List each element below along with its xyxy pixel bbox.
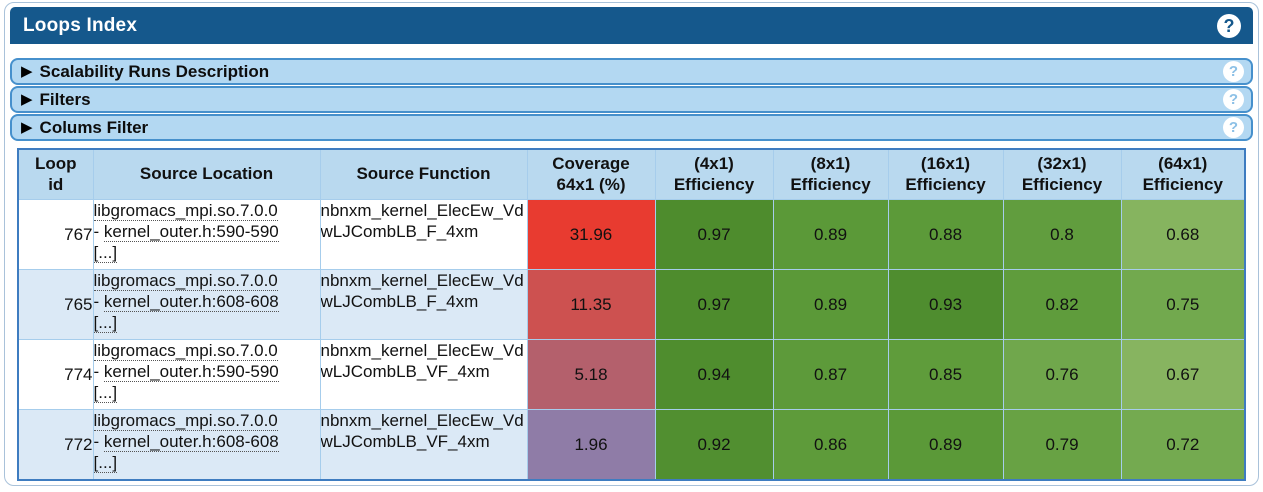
module-link[interactable]: libgromacs_mpi.so.7.0.0 (93, 271, 278, 291)
coverage-cell: 1.96 (526, 409, 656, 481)
line-prefix: - (93, 292, 104, 311)
panel-label: Filters (39, 89, 91, 109)
loops-index-widget: Loops Index ? ▶ Scalability Runs Descrip… (4, 2, 1259, 486)
expand-arrow-icon: ▶ (21, 119, 33, 136)
efficiency-4x1-cell: 0.97 (654, 269, 774, 340)
efficiency-4x1-cell: 0.92 (654, 409, 774, 481)
more-locations-link[interactable]: [...] (93, 313, 118, 333)
efficiency-32x1-cell: 0.82 (1002, 269, 1122, 340)
source-line-link[interactable]: kernel_outer.h:590-590 (103, 362, 279, 382)
panel-scalability-runs-description[interactable]: ▶ Scalability Runs Description ? (10, 58, 1253, 85)
table-row: 765 libgromacs_mpi.so.7.0.0 - kernel_out… (17, 269, 1246, 340)
more-locations-link[interactable]: [...] (93, 243, 118, 263)
column-header-source-location: Source Location (92, 148, 321, 200)
source-function-cell: nbnxm_kernel_ElecEw_VdwLJCombLB_F_4xm (319, 199, 528, 270)
loop-id-cell: 767 (17, 199, 94, 270)
column-header-16x1-efficiency: (16x1) Efficiency (887, 148, 1004, 200)
widget-title-bar: Loops Index ? (10, 7, 1253, 44)
loop-id-cell: 772 (17, 409, 94, 481)
source-location-cell: libgromacs_mpi.so.7.0.0 - kernel_outer.h… (92, 339, 321, 410)
line-prefix: - (93, 222, 104, 241)
efficiency-64x1-cell: 0.72 (1120, 409, 1246, 481)
efficiency-32x1-cell: 0.76 (1002, 339, 1122, 410)
line-prefix: - (93, 362, 104, 381)
efficiency-8x1-cell: 0.87 (772, 339, 889, 410)
efficiency-8x1-cell: 0.89 (772, 199, 889, 270)
column-header-4x1-efficiency: (4x1) Efficiency (654, 148, 774, 200)
efficiency-8x1-cell: 0.89 (772, 269, 889, 340)
help-icon[interactable]: ? (1223, 117, 1244, 138)
panel-label: Scalability Runs Description (39, 61, 270, 81)
help-icon[interactable]: ? (1217, 13, 1241, 38)
panel-filters[interactable]: ▶ Filters ? (10, 86, 1253, 113)
coverage-cell: 5.18 (526, 339, 656, 410)
panel-label: Colums Filter (39, 117, 149, 137)
expand-arrow-icon: ▶ (21, 63, 33, 80)
module-link[interactable]: libgromacs_mpi.so.7.0.0 (93, 411, 278, 431)
expand-arrow-icon: ▶ (21, 91, 33, 108)
line-prefix: - (93, 432, 104, 451)
loop-id-cell: 774 (17, 339, 94, 410)
efficiency-16x1-cell: 0.93 (887, 269, 1004, 340)
column-header-8x1-efficiency: (8x1) Efficiency (772, 148, 889, 200)
coverage-cell: 11.35 (526, 269, 656, 340)
more-locations-link[interactable]: [...] (93, 383, 118, 403)
loops-table: Loop id Source Location Source Function … (17, 148, 1246, 481)
table-header-row: Loop id Source Location Source Function … (17, 148, 1246, 200)
source-line-link[interactable]: kernel_outer.h:590-590 (103, 222, 279, 242)
source-location-cell: libgromacs_mpi.so.7.0.0 - kernel_outer.h… (92, 409, 321, 481)
help-icon[interactable]: ? (1223, 89, 1244, 110)
panel-header-left: ▶ Filters (21, 90, 91, 110)
source-function-cell: nbnxm_kernel_ElecEw_VdwLJCombLB_VF_4xm (319, 409, 528, 481)
source-location-cell: libgromacs_mpi.so.7.0.0 - kernel_outer.h… (92, 199, 321, 270)
loop-id-cell: 765 (17, 269, 94, 340)
efficiency-64x1-cell: 0.68 (1120, 199, 1246, 270)
column-header-loop-id: Loop id (17, 148, 94, 200)
source-function-cell: nbnxm_kernel_ElecEw_VdwLJCombLB_VF_4xm (319, 339, 528, 410)
module-link[interactable]: libgromacs_mpi.so.7.0.0 (93, 341, 278, 361)
efficiency-16x1-cell: 0.85 (887, 339, 1004, 410)
table-row: 774 libgromacs_mpi.so.7.0.0 - kernel_out… (17, 339, 1246, 410)
panel-header-left: ▶ Colums Filter (21, 118, 148, 138)
more-locations-link[interactable]: [...] (93, 453, 118, 473)
efficiency-64x1-cell: 0.75 (1120, 269, 1246, 340)
module-link[interactable]: libgromacs_mpi.so.7.0.0 (93, 201, 278, 221)
efficiency-16x1-cell: 0.88 (887, 199, 1004, 270)
source-line-link[interactable]: kernel_outer.h:608-608 (103, 292, 279, 312)
column-header-64x1-efficiency: (64x1) Efficiency (1120, 148, 1246, 200)
efficiency-8x1-cell: 0.86 (772, 409, 889, 481)
help-icon[interactable]: ? (1223, 61, 1244, 82)
source-location-cell: libgromacs_mpi.so.7.0.0 - kernel_outer.h… (92, 269, 321, 340)
efficiency-32x1-cell: 0.8 (1002, 199, 1122, 270)
panel-header-left: ▶ Scalability Runs Description (21, 62, 269, 82)
collapsible-panels: ▶ Scalability Runs Description ? ▶ Filte… (10, 58, 1253, 141)
table-row: 767 libgromacs_mpi.so.7.0.0 - kernel_out… (17, 199, 1246, 270)
source-line-link[interactable]: kernel_outer.h:608-608 (103, 432, 279, 452)
efficiency-16x1-cell: 0.89 (887, 409, 1004, 481)
efficiency-32x1-cell: 0.79 (1002, 409, 1122, 481)
column-header-32x1-efficiency: (32x1) Efficiency (1002, 148, 1122, 200)
panel-columns-filter[interactable]: ▶ Colums Filter ? (10, 114, 1253, 141)
column-header-source-function: Source Function (319, 148, 528, 200)
efficiency-4x1-cell: 0.94 (654, 339, 774, 410)
table-row: 772 libgromacs_mpi.so.7.0.0 - kernel_out… (17, 409, 1246, 481)
source-function-cell: nbnxm_kernel_ElecEw_VdwLJCombLB_F_4xm (319, 269, 528, 340)
page-title: Loops Index (23, 14, 138, 36)
column-header-coverage: Coverage 64x1 (%) (526, 148, 656, 200)
coverage-cell: 31.96 (526, 199, 656, 270)
efficiency-4x1-cell: 0.97 (654, 199, 774, 270)
efficiency-64x1-cell: 0.67 (1120, 339, 1246, 410)
